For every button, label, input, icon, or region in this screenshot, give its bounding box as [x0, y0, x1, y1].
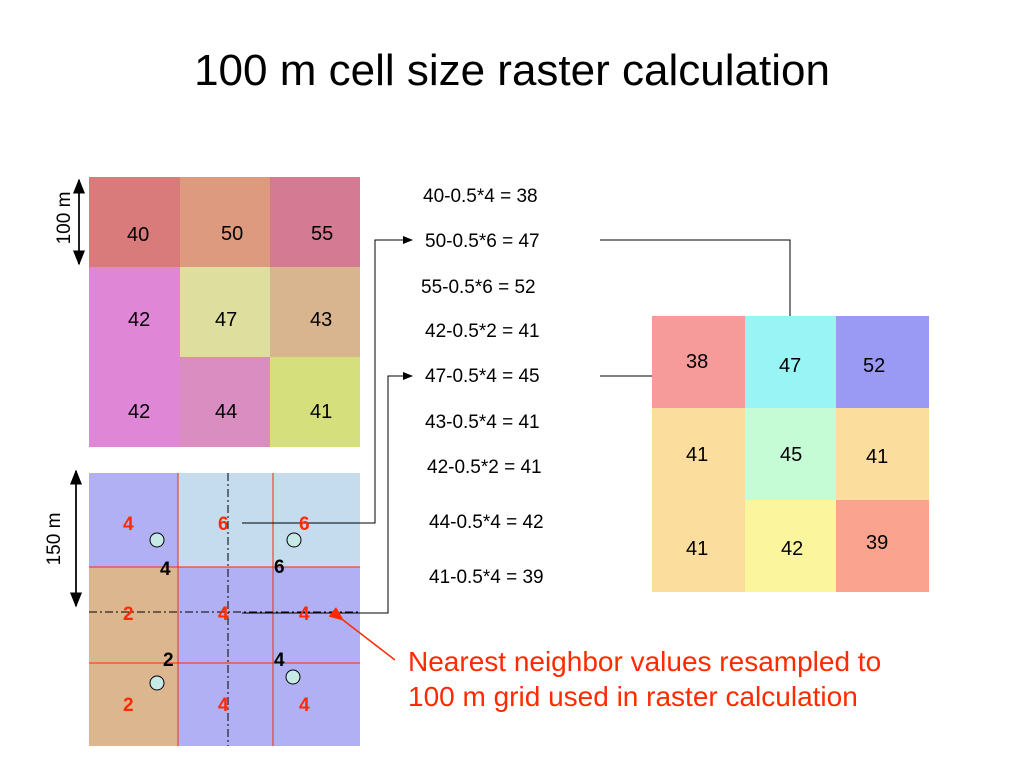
grid100-value: 44	[215, 401, 238, 423]
result-value: 39	[866, 532, 889, 554]
note-line: Nearest neighbor values resampled to	[408, 646, 882, 677]
result-value: 41	[686, 444, 709, 466]
grid150-center-value: 2	[163, 650, 174, 671]
result-cell-8	[745, 500, 836, 592]
grid150-value: 2	[123, 695, 134, 716]
grid100-cell-6	[270, 267, 360, 357]
result-cell-7	[652, 500, 745, 592]
grid100-cell-5	[180, 267, 270, 357]
grid150-cell-4	[89, 567, 178, 663]
equation: 42-0.5*2 = 41	[425, 321, 540, 342]
grid100-value: 43	[310, 309, 333, 331]
equation: 41-0.5*4 = 39	[429, 567, 544, 588]
grid150-value: 6	[299, 514, 310, 535]
grid150-cell-1	[89, 473, 178, 567]
grid100-cell-1	[89, 177, 180, 267]
result-cell-4	[652, 408, 745, 500]
grid100-value: 47	[215, 309, 238, 331]
result-value: 41	[686, 538, 709, 560]
grid100-value: 42	[128, 401, 151, 423]
grid150-value: 4	[299, 604, 310, 625]
equation: 44-0.5*4 = 42	[429, 512, 544, 533]
grid150-value: 4	[218, 604, 229, 625]
result-cell-5	[745, 408, 836, 500]
grid100-dashdot-lines	[89, 473, 360, 746]
result-cell-3	[836, 316, 929, 408]
result-value: 38	[686, 351, 709, 373]
equation: 47-0.5*4 = 45	[425, 366, 540, 387]
grid100-value: 42	[128, 309, 151, 331]
cell-center-markers	[149, 532, 302, 691]
grid100-value: 40	[127, 224, 150, 246]
result-cell-1	[652, 316, 745, 408]
result-cell-6	[836, 408, 929, 500]
grid150-cell-8	[178, 663, 273, 746]
grid150-value: 4	[299, 695, 310, 716]
grid100-value: 55	[311, 223, 334, 245]
grid150-cell-2	[178, 473, 273, 567]
result-cell-9	[836, 500, 929, 592]
result-value: 41	[866, 446, 889, 468]
equation: 43-0.5*4 = 41	[425, 412, 540, 433]
result-value: 42	[781, 538, 804, 560]
connector-to-eq-2	[242, 236, 413, 524]
grid150-center-value: 6	[274, 557, 285, 578]
result-cell-2	[745, 316, 836, 408]
annotation-arrow	[328, 607, 396, 661]
result-value: 52	[863, 355, 886, 377]
center-marker	[149, 532, 165, 548]
equation: 40-0.5*4 = 38	[423, 186, 538, 207]
equation: 55-0.5*6 = 52	[421, 277, 536, 298]
grid150-value: 2	[123, 604, 134, 625]
grid150-value: 4	[123, 514, 134, 535]
grid150-red-lines	[89, 473, 360, 746]
equation: 50-0.5*6 = 47	[425, 231, 540, 252]
grid150-cell-7	[89, 663, 178, 746]
grid150-cell-6	[273, 567, 360, 663]
grid100-cell-3	[270, 177, 360, 267]
grid100-value: 41	[310, 401, 333, 423]
grid100-cell-7	[89, 357, 180, 447]
grid150-cell-3	[273, 473, 360, 567]
connector-to-eq-5	[242, 372, 413, 614]
grid150-center-value: 4	[160, 559, 171, 580]
equation: 42-0.5*2 = 41	[427, 457, 542, 478]
slide-title: 100 m cell size raster calculation	[194, 46, 830, 95]
grid150-value: 6	[218, 514, 229, 535]
grid150-value: 4	[218, 695, 229, 716]
grid150-center-value: 4	[274, 650, 285, 671]
grid100-cell-8	[180, 357, 270, 447]
note-line: 100 m grid used in raster calculation	[408, 681, 858, 712]
grid150-cell-5	[178, 567, 273, 663]
center-marker	[285, 669, 301, 685]
result-value: 47	[779, 355, 802, 377]
grid100-cell-4	[89, 267, 180, 357]
resampling-note: Nearest neighbor values resampled to 100…	[408, 644, 881, 714]
grid100-cell-9	[270, 357, 360, 447]
grid100-cell-2	[180, 177, 270, 267]
grid100-value: 50	[221, 223, 244, 245]
result-value: 45	[780, 444, 803, 466]
center-marker	[286, 532, 302, 548]
center-marker	[149, 675, 165, 691]
connector-eq2-to-result	[600, 239, 794, 339]
